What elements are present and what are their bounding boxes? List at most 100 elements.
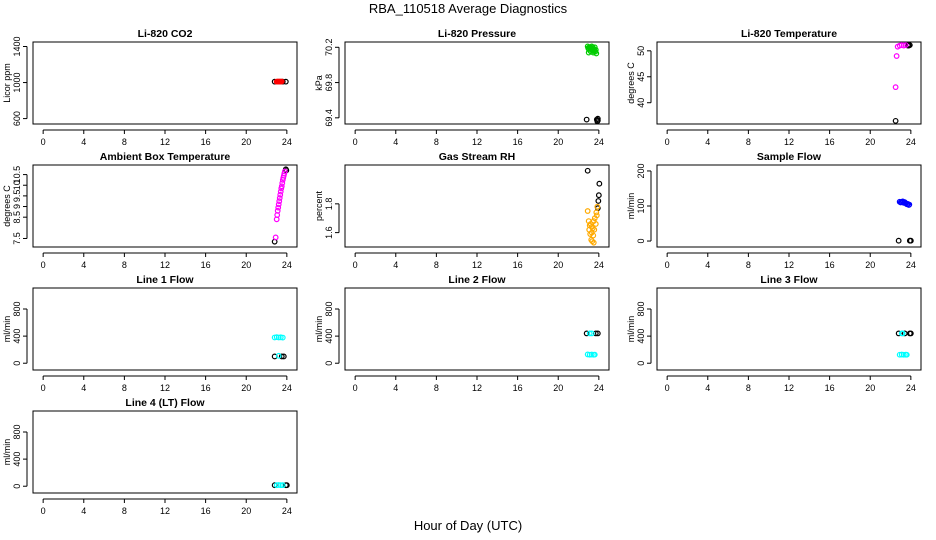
x-tick-label: 12: [160, 383, 170, 393]
y-tick-label: 800: [12, 301, 22, 316]
x-tick-label: 0: [665, 260, 670, 270]
y-axis: 0 400 800: [12, 301, 28, 366]
y-tick-label: 0: [324, 361, 334, 366]
data-point: [587, 231, 594, 237]
x-tick-label: 12: [784, 260, 794, 270]
data-point: [907, 330, 914, 337]
y-tick-label: 50: [636, 46, 646, 56]
panel-3: Li-820 Temperature 0 4 8 12 16 20 24 40 45 50degre…: [626, 28, 922, 147]
x-axis: 0 4 8 12 16 20 24: [353, 129, 604, 147]
x-axis: 0 4 8 12 16 20 24: [41, 375, 292, 393]
data-point: [585, 45, 592, 52]
data-point: [590, 239, 597, 246]
y-tick-label: 800: [12, 424, 22, 439]
y-tick-label: 1.8: [324, 198, 334, 211]
panel-title: Line 4 (LT) Flow: [125, 397, 205, 409]
x-tick-label: 24: [282, 137, 292, 147]
y-axis-label: percent: [314, 190, 324, 221]
data-point: [900, 351, 907, 358]
y-tick-label: 40: [636, 98, 646, 108]
x-tick-label: 20: [241, 506, 251, 516]
data-point: [594, 118, 601, 125]
x-tick-label: 24: [906, 260, 916, 270]
x-tick-label: 16: [825, 137, 835, 147]
y-axis: 600 1000 1400: [12, 36, 28, 126]
data-point: [594, 203, 601, 210]
y-tick-label: 800: [636, 301, 646, 316]
plot-frame: [32, 410, 298, 494]
plot-frame: [656, 287, 922, 371]
panel-2: Li-820 Pressure 0 4 8 12 16 20 24 69.4 69.8 70.2 kP…: [314, 28, 610, 147]
y-axis-label: ml/min: [626, 193, 636, 220]
y-tick-label: 70.2: [324, 39, 334, 57]
plot-frame: [656, 164, 922, 248]
x-tick-label: 4: [81, 260, 86, 270]
data-point: [586, 44, 593, 51]
x-tick-label: 0: [665, 383, 670, 393]
x-tick-label: 16: [201, 260, 211, 270]
y-axis: 40 45 50: [636, 46, 652, 108]
x-tick-label: 16: [201, 506, 211, 516]
x-tick-label: 0: [41, 260, 46, 270]
x-tick-label: 0: [353, 137, 358, 147]
x-tick-label: 20: [865, 260, 875, 270]
x-tick-label: 8: [434, 383, 439, 393]
x-tick-label: 8: [122, 260, 127, 270]
x-tick-label: 24: [594, 383, 604, 393]
data-point: [594, 115, 601, 122]
plot-frame: [344, 41, 610, 125]
x-tick-label: 20: [553, 383, 563, 393]
series-magenta: [892, 42, 909, 91]
data-point: [595, 198, 602, 204]
x-tick-label: 0: [353, 383, 358, 393]
data-point: [279, 180, 286, 187]
data-point: [591, 351, 598, 358]
x-tick-label: 16: [825, 260, 835, 270]
x-tick-label: 0: [41, 383, 46, 393]
x-tick-label: 24: [594, 137, 604, 147]
x-tick-label: 16: [825, 383, 835, 393]
plot-frame: [344, 164, 610, 248]
panel-title: Ambient Box Temperature: [100, 151, 231, 163]
y-tick-label: 0: [636, 361, 646, 366]
x-tick-label: 4: [81, 137, 86, 147]
data-point: [279, 482, 286, 489]
x-tick-label: 12: [160, 137, 170, 147]
panel-title: Line 1 Flow: [136, 274, 194, 286]
y-tick-label: 7.5: [12, 232, 22, 245]
data-point: [906, 201, 913, 208]
y-tick-label: 0: [12, 484, 22, 489]
x-tick-label: 8: [746, 260, 751, 270]
x-tick-label: 20: [553, 137, 563, 147]
panel-title: Li-820 Pressure: [438, 28, 516, 40]
x-tick-label: 12: [160, 260, 170, 270]
x-axis: 0 4 8 12 16 20 24: [41, 252, 292, 270]
plot-frame: [656, 41, 922, 125]
data-point: [907, 237, 914, 244]
data-point: [276, 198, 283, 205]
y-tick-label: 600: [12, 111, 22, 126]
y-tick-label: 1.6: [324, 226, 334, 239]
x-tick-label: 24: [282, 383, 292, 393]
series-black: [584, 167, 603, 212]
y-tick-label: 400: [12, 452, 22, 467]
x-axis: 0 4 8 12 16 20 24: [353, 252, 604, 270]
x-tick-label: 4: [705, 383, 710, 393]
data-point: [903, 351, 910, 358]
x-tick-label: 16: [201, 383, 211, 393]
y-axis-label: ml/min: [626, 316, 636, 343]
y-axis-label: Licor ppm: [2, 63, 12, 103]
x-tick-label: 16: [201, 137, 211, 147]
x-tick-label: 4: [705, 137, 710, 147]
x-tick-label: 12: [784, 137, 794, 147]
plot-frame: [32, 41, 298, 125]
x-tick-label: 24: [906, 383, 916, 393]
x-tick-label: 20: [241, 383, 251, 393]
data-point: [584, 208, 591, 214]
y-axis: 0 400 800: [12, 424, 28, 489]
y-tick-label: 0: [636, 239, 646, 244]
x-tick-label: 4: [81, 383, 86, 393]
x-axis: 0 4 8 12 16 20 24: [41, 498, 292, 516]
